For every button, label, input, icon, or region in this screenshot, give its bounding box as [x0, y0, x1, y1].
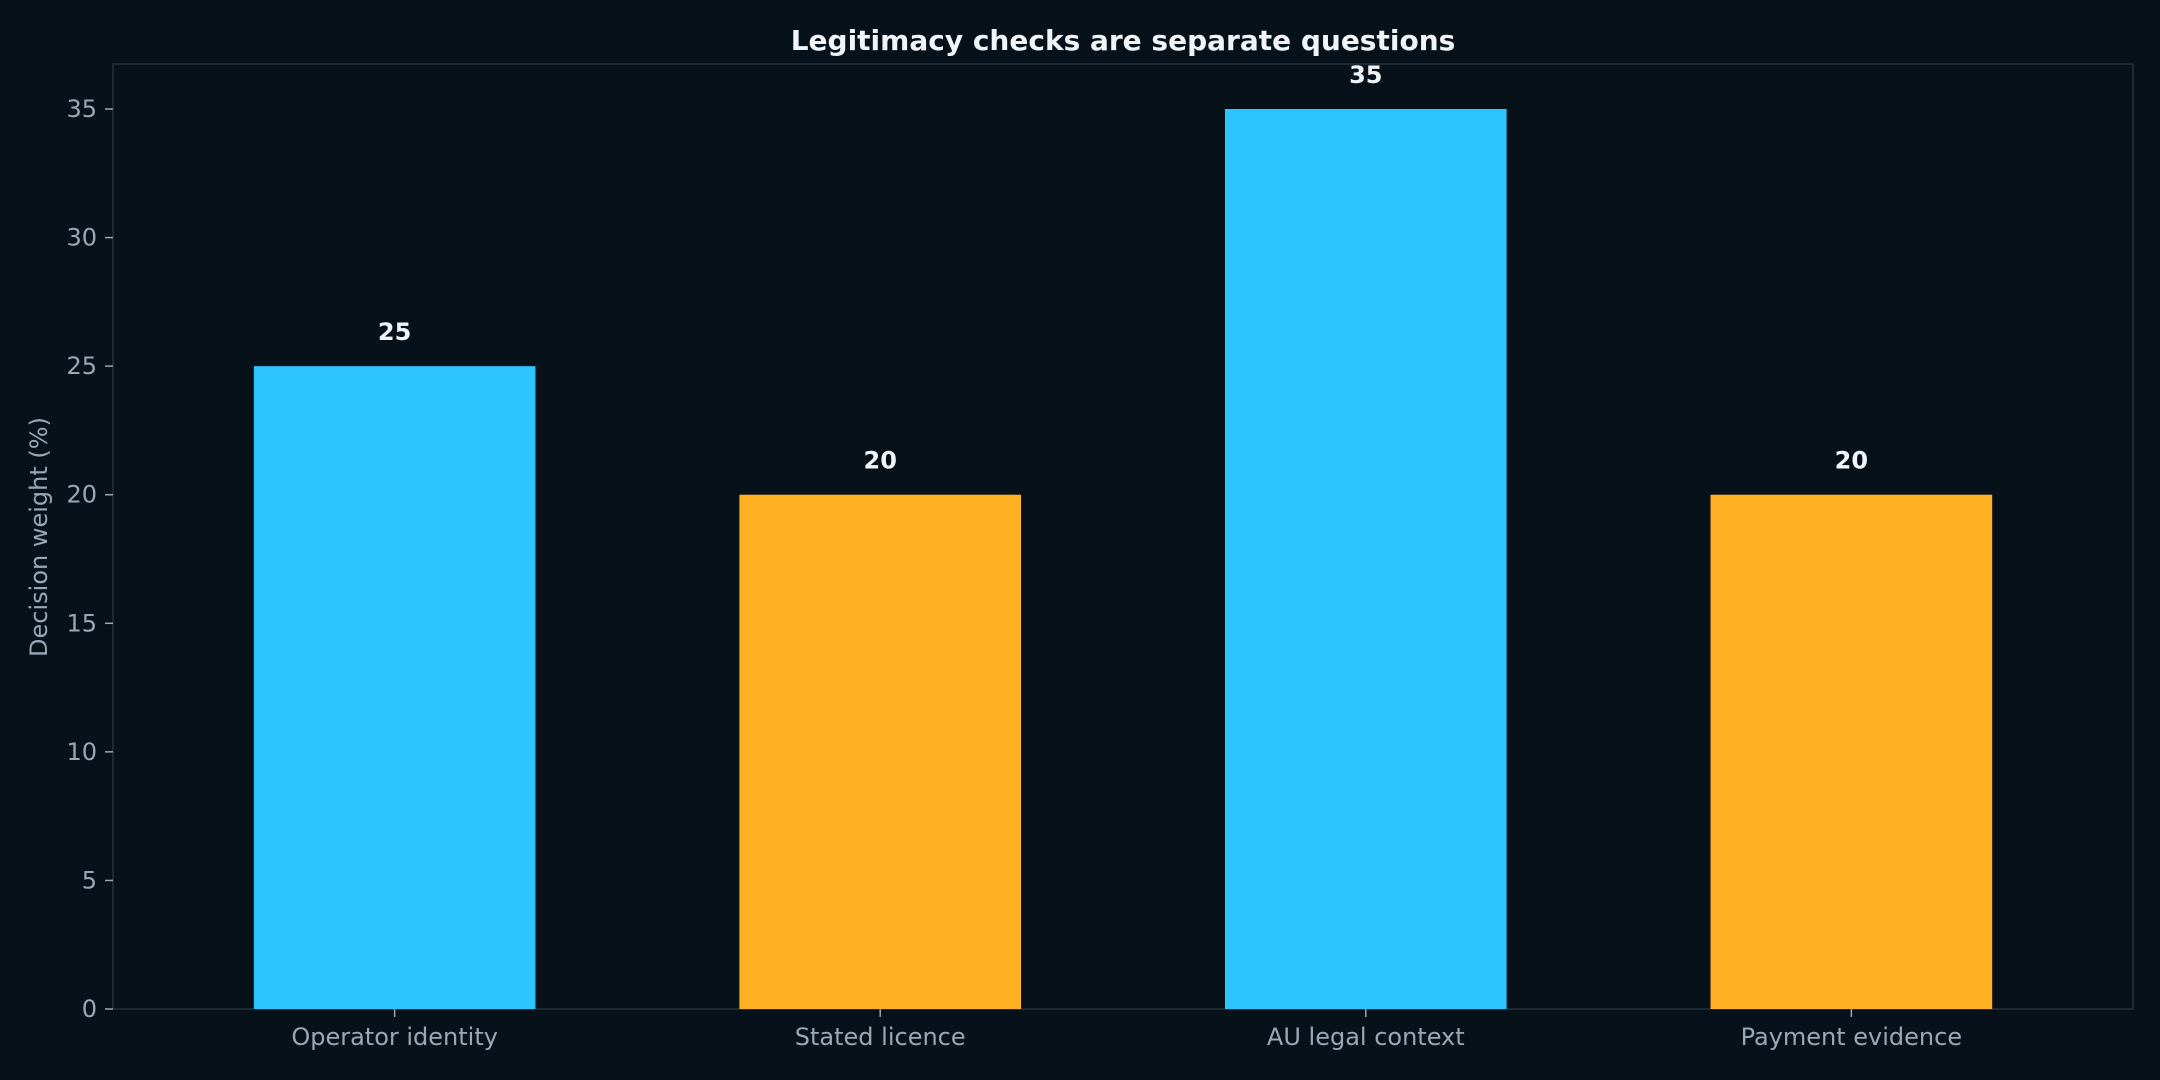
- chart-title: Legitimacy checks are separate questions: [791, 24, 1456, 57]
- y-axis-label: Decision weight (%): [25, 417, 53, 657]
- y-tick-label: 20: [66, 481, 97, 509]
- bar: [739, 494, 1022, 1009]
- bar: [1710, 494, 1993, 1009]
- bar: [253, 366, 536, 1010]
- y-tick-label: 25: [66, 352, 97, 380]
- y-tick-label: 35: [66, 95, 97, 123]
- x-tick-label: AU legal context: [1267, 1023, 1465, 1051]
- bar-value-label: 25: [378, 318, 411, 346]
- x-axis: Operator identity Stated licence AU legal …: [291, 1009, 1962, 1051]
- plot-area: [112, 63, 2134, 1010]
- bar-value-label: 35: [1349, 61, 1382, 89]
- bar-value-label: 20: [1835, 447, 1868, 475]
- x-tick-label: Payment evidence: [1741, 1023, 1963, 1051]
- x-tick-label: Operator identity: [291, 1023, 498, 1051]
- y-tick-label: 30: [66, 224, 97, 252]
- bars: [253, 109, 1993, 1010]
- y-tick-label: 15: [66, 609, 97, 637]
- y-tick-label: 10: [66, 738, 97, 766]
- bar-value-label: 20: [864, 447, 897, 475]
- bar: [1224, 109, 1507, 1009]
- y-axis: 0 5 10 15 20 25 30 35: [66, 95, 113, 1023]
- value-labels: 25 20 35 20: [378, 61, 1868, 475]
- y-tick-label: 5: [82, 866, 97, 894]
- y-tick-label: 0: [82, 995, 97, 1023]
- x-tick-label: Stated licence: [795, 1023, 966, 1051]
